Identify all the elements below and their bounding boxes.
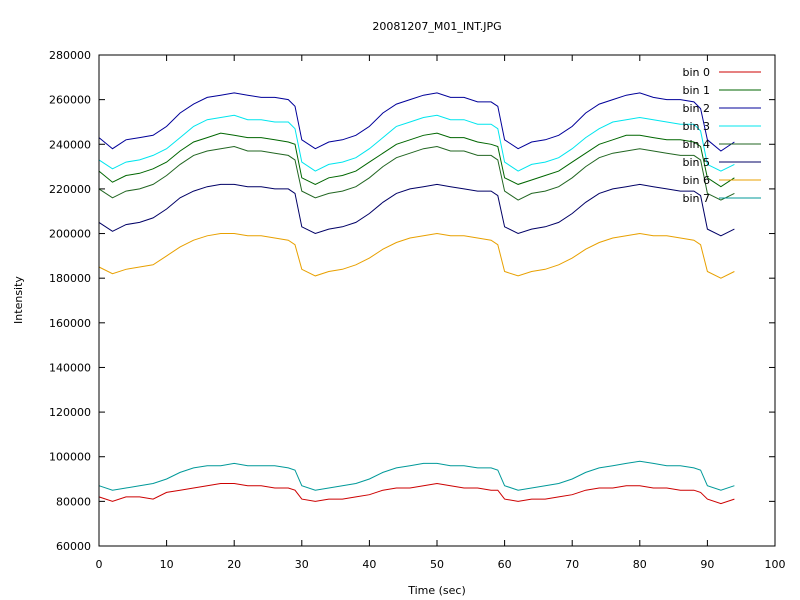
legend-label: bin 2 [682,102,710,115]
y-tick-label: 140000 [49,361,91,374]
y-tick-label: 180000 [49,272,91,285]
legend-label: bin 0 [682,66,710,79]
series-line-2 [98,92,735,152]
series-line-0 [98,482,735,505]
series-line-7 [98,460,735,491]
x-tick-label: 60 [498,558,512,571]
y-tick-label: 120000 [49,406,91,419]
x-tick-label: 0 [96,558,103,571]
x-tick-label: 80 [633,558,647,571]
y-tick-label: 100000 [49,451,91,464]
y-tick-label: 200000 [49,228,91,241]
legend-label: bin 1 [682,84,710,97]
x-tick-label: 10 [160,558,174,571]
y-tick-label: 260000 [49,94,91,107]
chart-title: 20081207_M01_INT.JPG [372,20,501,33]
legend-label: bin 3 [682,120,710,133]
y-tick-label: 160000 [49,317,91,330]
plot-lines [98,92,735,505]
y-tick-label: 280000 [49,49,91,62]
axis-ticks: 0 10 20 30 40 50 60 70 80 90 100 60000 80000 100000 12… [49,49,786,571]
x-tick-label: 70 [565,558,579,571]
plot-border [98,54,776,547]
legend-label: bin 6 [682,174,710,187]
y-tick-label: 60000 [56,540,91,553]
x-tick-label: 90 [700,558,714,571]
series-line-5 [98,183,735,237]
y-axis-label: Intensity [12,276,25,324]
x-tick-label: 100 [765,558,786,571]
legend-label: bin 4 [682,138,710,151]
x-tick-label: 20 [227,558,241,571]
series-line-4 [98,145,735,201]
legend-label: bin 7 [682,192,710,205]
x-tick-label: 50 [430,558,444,571]
y-tick-label: 80000 [56,495,91,508]
series-line-1 [98,132,735,188]
y-tick-label: 220000 [49,183,91,196]
x-tick-label: 40 [362,558,376,571]
series-line-3 [98,114,735,172]
legend: bin 0 bin 1 bin 2 bin 3 bin 4 bin 5 bin 6 bin 7 [682,66,761,205]
series-line-6 [98,232,735,279]
y-tick-label: 240000 [49,138,91,151]
x-axis-label: Time (sec) [407,584,466,597]
x-tick-label: 30 [295,558,309,571]
legend-label: bin 5 [682,156,710,169]
